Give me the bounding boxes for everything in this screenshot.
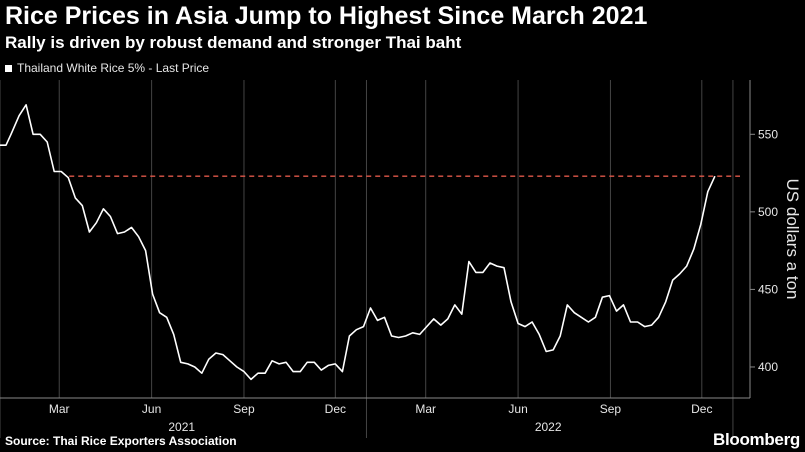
x-tick-label: Mar [415, 402, 436, 416]
x-tick-label: Jun [142, 402, 161, 416]
legend-label: Thailand White Rice 5% - Last Price [17, 61, 210, 75]
x-tick-label: Sep [233, 402, 255, 416]
x-tick-label: Dec [691, 402, 712, 416]
legend-swatch [5, 64, 12, 72]
chart-title: Rice Prices in Asia Jump to Highest Sinc… [5, 2, 648, 30]
bloomberg-logo: Bloomberg [712, 430, 800, 449]
x-tick-label: Mar [49, 402, 70, 416]
series-line [0, 104, 716, 381]
y-tick-label: 550 [758, 127, 778, 141]
x-tick-label: Dec [325, 402, 346, 416]
y-tick-label: 500 [758, 205, 778, 219]
year-label: 2021 [168, 420, 195, 434]
source-note: Source: Thai Rice Exporters Association [5, 434, 237, 448]
year-label: 2022 [535, 420, 562, 434]
y-axis-label: US dollars a ton [783, 179, 802, 300]
x-tick-label: Sep [600, 402, 622, 416]
y-tick-label: 400 [758, 360, 778, 374]
chart-subtitle: Rally is driven by robust demand and str… [5, 33, 462, 52]
y-tick-label: 450 [758, 282, 778, 296]
chart-legend: Thailand White Rice 5% - Last Price [5, 61, 209, 75]
x-tick-label: Jun [508, 402, 527, 416]
